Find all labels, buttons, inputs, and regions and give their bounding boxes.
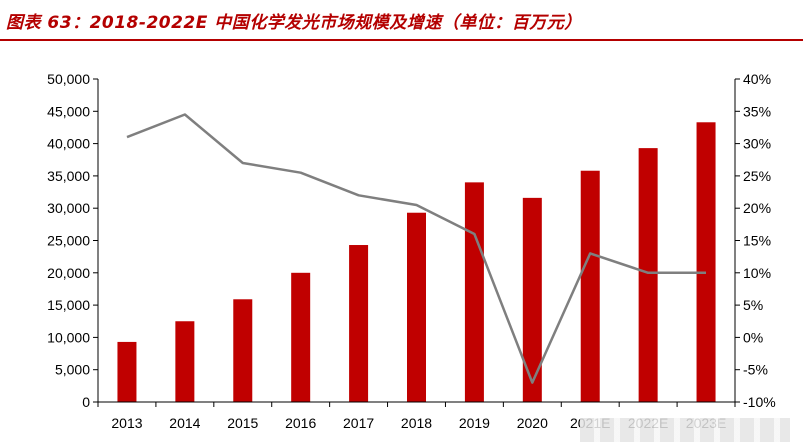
y-right-tick-label: 25% [743,168,771,184]
title-divider [0,39,803,41]
watermark [580,418,790,442]
y-left-tick-label: 25,000 [47,233,90,249]
y-right-tick-label: 40% [743,71,771,87]
y-right-tick-label: 10% [743,265,771,281]
axes-layer: 0 5,000 10,000 15,000 20,000 25,000 30,000 35,0… [47,71,776,431]
y-left-tick-label: 50,000 [47,71,90,87]
x-tick-label: 2018 [401,415,432,431]
y-left-tick-label: 20,000 [47,265,90,281]
x-tick-label: 2015 [227,415,258,431]
y-right-tick-label: 5% [743,297,763,313]
bars-layer [117,122,716,403]
title-bar: 图表 63：2018-2022E 中国化学发光市场规模及增速（单位：百万元） [0,0,803,41]
y-right-tick-label: 20% [743,200,771,216]
bar-2016 [291,272,311,402]
x-tick-label: 2019 [459,415,490,431]
line-layer [126,113,707,384]
bar-2022E [638,148,658,402]
y-right-tick-label: -10% [743,394,776,410]
bar-2013 [117,341,137,402]
y-left-tick-label: 10,000 [47,329,90,345]
y-right-tick-label: 30% [743,136,771,152]
y-right-tick-label: -5% [743,362,768,378]
y-right-tick-label: 15% [743,233,771,249]
bar-2015 [233,299,253,402]
y-left-tick-label: 0 [82,394,90,410]
chart-title: 图表 63：2018-2022E 中国化学发光市场规模及增速（单位：百万元） [6,13,582,33]
y-right-tick-label: 35% [743,103,771,119]
x-tick-label: 2016 [285,415,316,431]
x-tick-label: 2013 [111,415,142,431]
bar-2020 [522,197,542,402]
bar-2014 [175,321,195,402]
bar-2019 [464,182,484,402]
x-tick-label: 2020 [517,415,548,431]
x-tick-label: 2017 [343,415,374,431]
y-left-tick-label: 35,000 [47,168,90,184]
x-tick-label: 2014 [169,415,200,431]
bar-2023E [696,122,716,403]
y-left-tick-label: 40,000 [47,136,90,152]
y-right-tick-label: 0% [743,329,763,345]
bar-2018 [407,212,426,402]
y-left-tick-label: 45,000 [47,103,90,119]
bar-2017 [349,245,369,402]
y-left-tick-label: 15,000 [47,297,90,313]
y-left-tick-label: 30,000 [47,200,90,216]
bar-2021E [580,170,600,402]
y-left-tick-label: 5,000 [55,362,90,378]
